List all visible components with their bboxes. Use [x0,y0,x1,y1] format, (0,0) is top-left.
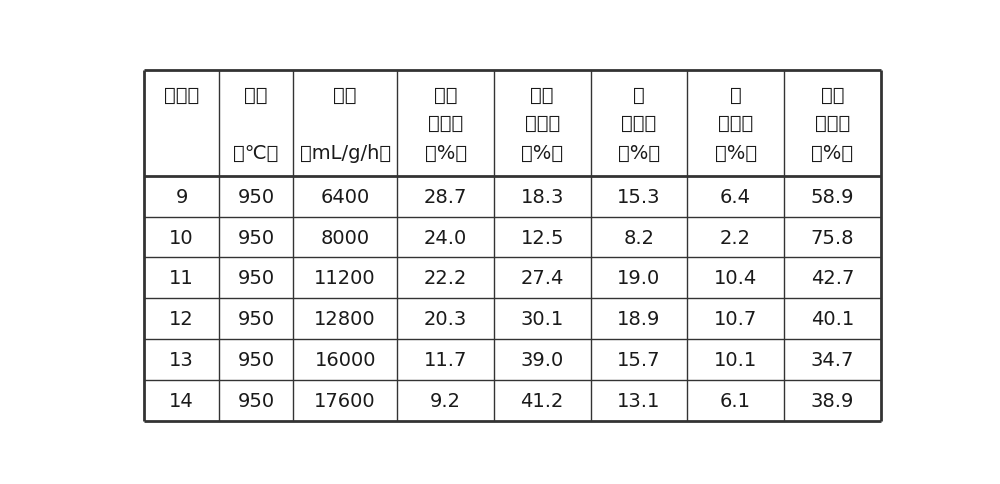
Text: 选择性: 选择性 [621,114,657,133]
Text: （%）: （%） [425,144,467,163]
Text: 11: 11 [169,269,194,288]
Text: 6.1: 6.1 [720,392,751,410]
Text: 选择性: 选择性 [525,114,560,133]
Text: 28.7: 28.7 [424,187,467,206]
Text: 选择性: 选择性 [815,114,850,133]
Text: 11.7: 11.7 [424,350,467,370]
Text: 950: 950 [237,310,274,329]
Text: 75.8: 75.8 [811,228,854,247]
Text: 选择性: 选择性 [718,114,753,133]
Text: 950: 950 [237,350,274,370]
Text: 8000: 8000 [321,228,370,247]
Text: 14: 14 [169,392,194,410]
Text: 13.1: 13.1 [617,392,661,410]
Text: （%）: （%） [811,144,853,163]
Text: 27.4: 27.4 [521,269,564,288]
Text: 950: 950 [237,228,274,247]
Text: 42.7: 42.7 [811,269,854,288]
Text: 8.2: 8.2 [623,228,654,247]
Text: 15.3: 15.3 [617,187,661,206]
Text: 24.0: 24.0 [424,228,467,247]
Text: 10.7: 10.7 [714,310,757,329]
Text: 实施例: 实施例 [164,86,199,105]
Text: 12800: 12800 [314,310,376,329]
Text: 17600: 17600 [314,392,376,410]
Text: 950: 950 [237,269,274,288]
Text: 950: 950 [237,392,274,410]
Text: 乙烯: 乙烯 [530,86,554,105]
Text: 22.2: 22.2 [424,269,467,288]
Text: 11200: 11200 [314,269,376,288]
Text: 9.2: 9.2 [430,392,461,410]
Text: 萘: 萘 [730,86,741,105]
Text: 10.1: 10.1 [714,350,757,370]
Text: 9: 9 [175,187,188,206]
Text: 13: 13 [169,350,194,370]
Text: 41.2: 41.2 [521,392,564,410]
Text: 30.1: 30.1 [521,310,564,329]
Text: 积碳: 积碳 [821,86,844,105]
Text: 38.9: 38.9 [811,392,854,410]
Text: 10: 10 [169,228,194,247]
Text: 空速: 空速 [333,86,357,105]
Text: 39.0: 39.0 [521,350,564,370]
Text: （%）: （%） [715,144,757,163]
Text: 甲烷: 甲烷 [434,86,457,105]
Text: （%）: （%） [618,144,660,163]
Text: 12: 12 [169,310,194,329]
Text: 6.4: 6.4 [720,187,751,206]
Text: 20.3: 20.3 [424,310,467,329]
Text: 19.0: 19.0 [617,269,661,288]
Text: 12.5: 12.5 [520,228,564,247]
Text: 6400: 6400 [321,187,370,206]
Text: 18.3: 18.3 [521,187,564,206]
Text: 温度: 温度 [244,86,268,105]
Text: （%）: （%） [521,144,563,163]
Text: 34.7: 34.7 [811,350,854,370]
Text: 58.9: 58.9 [811,187,854,206]
Text: （mL/g/h）: （mL/g/h） [300,144,391,163]
Text: 950: 950 [237,187,274,206]
Text: 转化率: 转化率 [428,114,463,133]
Text: 18.9: 18.9 [617,310,661,329]
Text: （℃）: （℃） [233,144,279,163]
Text: 苯: 苯 [633,86,645,105]
Text: 40.1: 40.1 [811,310,854,329]
Text: 2.2: 2.2 [720,228,751,247]
Text: 16000: 16000 [314,350,376,370]
Text: 15.7: 15.7 [617,350,661,370]
Text: 10.4: 10.4 [714,269,757,288]
